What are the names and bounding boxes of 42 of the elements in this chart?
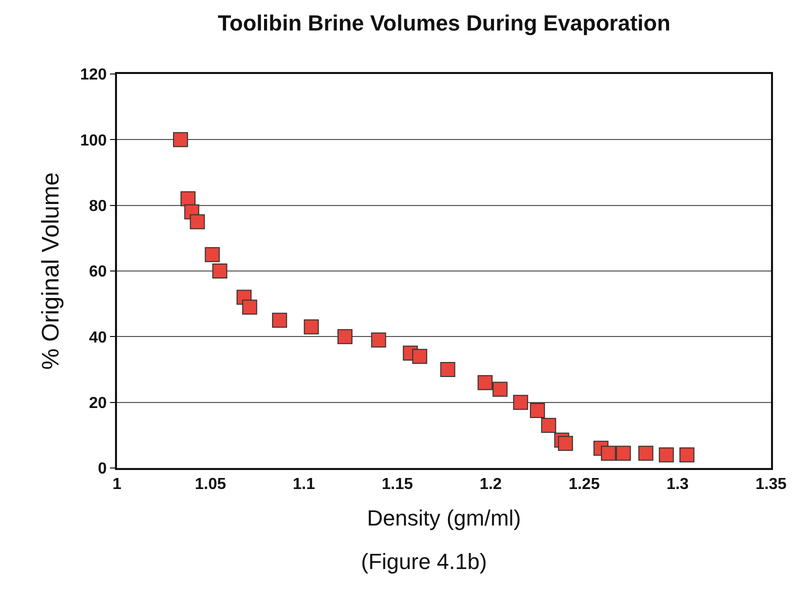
point (272, 312, 288, 328)
y-tick-label: 120 (80, 66, 107, 84)
point (541, 418, 556, 433)
point (190, 214, 205, 230)
point (558, 436, 573, 451)
point (513, 394, 528, 410)
y-tick-label: 100 (80, 132, 107, 150)
chart-title: Toolibin Brine Volumes During Evaporation (218, 10, 670, 36)
x-tick-label: 1.1 (292, 476, 316, 494)
y-tick-label: 20 (89, 394, 107, 412)
point (412, 348, 428, 364)
x-tick-label: 1 (112, 476, 122, 494)
point (492, 382, 508, 397)
point (337, 329, 352, 344)
point (212, 264, 228, 278)
point (638, 446, 654, 461)
point (530, 403, 545, 418)
point (658, 447, 674, 462)
y-axis-title: % Original Volume (38, 172, 65, 370)
y-tick-label: 0 (98, 460, 107, 478)
point (600, 446, 616, 461)
x-tick-label: 1.05 (194, 476, 226, 494)
point (180, 191, 196, 206)
x-tick-label: 1.3 (666, 476, 689, 494)
x-tick-label: 1.25 (568, 476, 600, 494)
point (204, 247, 220, 262)
point (173, 132, 188, 148)
text: (Figure 4.1b) (361, 549, 487, 574)
point (679, 447, 694, 462)
y-tick-label: 60 (89, 264, 107, 281)
point (616, 446, 631, 461)
x-tick-label: 1.15 (382, 476, 413, 494)
y-tick-label: 80 (89, 198, 107, 215)
x-tick-label: 1.35 (755, 476, 787, 494)
y-tick-label: 40 (89, 329, 107, 346)
point (440, 362, 456, 377)
point (478, 375, 493, 390)
point (304, 319, 319, 334)
point (242, 300, 258, 315)
x-tick-label: 1.2 (480, 476, 502, 494)
point (371, 332, 386, 348)
x-axis-title: Density (gm/ml) (366, 506, 522, 531)
